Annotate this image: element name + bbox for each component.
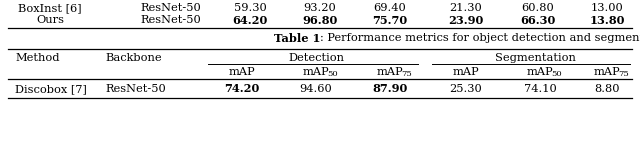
Text: Discobox [7]: Discobox [7]	[15, 84, 87, 94]
Text: 75: 75	[618, 70, 628, 79]
Text: Table 1: Table 1	[273, 32, 320, 44]
Text: mAP: mAP	[377, 67, 403, 77]
Text: 25.30: 25.30	[450, 84, 483, 94]
Text: mAP: mAP	[594, 67, 620, 77]
Text: 74.10: 74.10	[524, 84, 556, 94]
Text: BoxInst [6]: BoxInst [6]	[18, 3, 82, 13]
Text: Detection: Detection	[288, 53, 344, 63]
Text: 50: 50	[551, 70, 562, 79]
Text: 93.20: 93.20	[303, 3, 337, 13]
Text: mAP: mAP	[527, 67, 554, 77]
Text: 87.90: 87.90	[372, 83, 408, 94]
Text: 96.80: 96.80	[302, 15, 338, 26]
Text: Segmentation: Segmentation	[495, 53, 575, 63]
Text: mAP: mAP	[303, 67, 330, 77]
Text: 50: 50	[327, 70, 338, 79]
Text: 59.30: 59.30	[234, 3, 266, 13]
Text: 13.00: 13.00	[591, 3, 623, 13]
Text: 75.70: 75.70	[372, 15, 408, 26]
Text: 69.40: 69.40	[374, 3, 406, 13]
Text: 8.80: 8.80	[595, 84, 620, 94]
Text: ResNet-50: ResNet-50	[140, 15, 201, 25]
Text: 23.90: 23.90	[448, 15, 484, 26]
Text: 64.20: 64.20	[232, 15, 268, 26]
Text: Method: Method	[15, 53, 60, 63]
Text: mAP: mAP	[452, 67, 479, 77]
Text: Backbone: Backbone	[105, 53, 162, 63]
Text: 60.80: 60.80	[522, 3, 554, 13]
Text: 74.20: 74.20	[224, 83, 260, 94]
Text: 75: 75	[401, 70, 412, 79]
Text: ResNet-50: ResNet-50	[105, 84, 166, 94]
Text: : Performance metrics for object detection and segmentation on the dataset we pr: : Performance metrics for object detecti…	[320, 33, 640, 43]
Text: 94.60: 94.60	[300, 84, 332, 94]
Text: 13.80: 13.80	[589, 15, 625, 26]
Text: ResNet-50: ResNet-50	[140, 3, 201, 13]
Text: Ours: Ours	[36, 15, 64, 25]
Text: mAP: mAP	[228, 67, 255, 77]
Text: 66.30: 66.30	[520, 15, 556, 26]
Text: 21.30: 21.30	[450, 3, 483, 13]
